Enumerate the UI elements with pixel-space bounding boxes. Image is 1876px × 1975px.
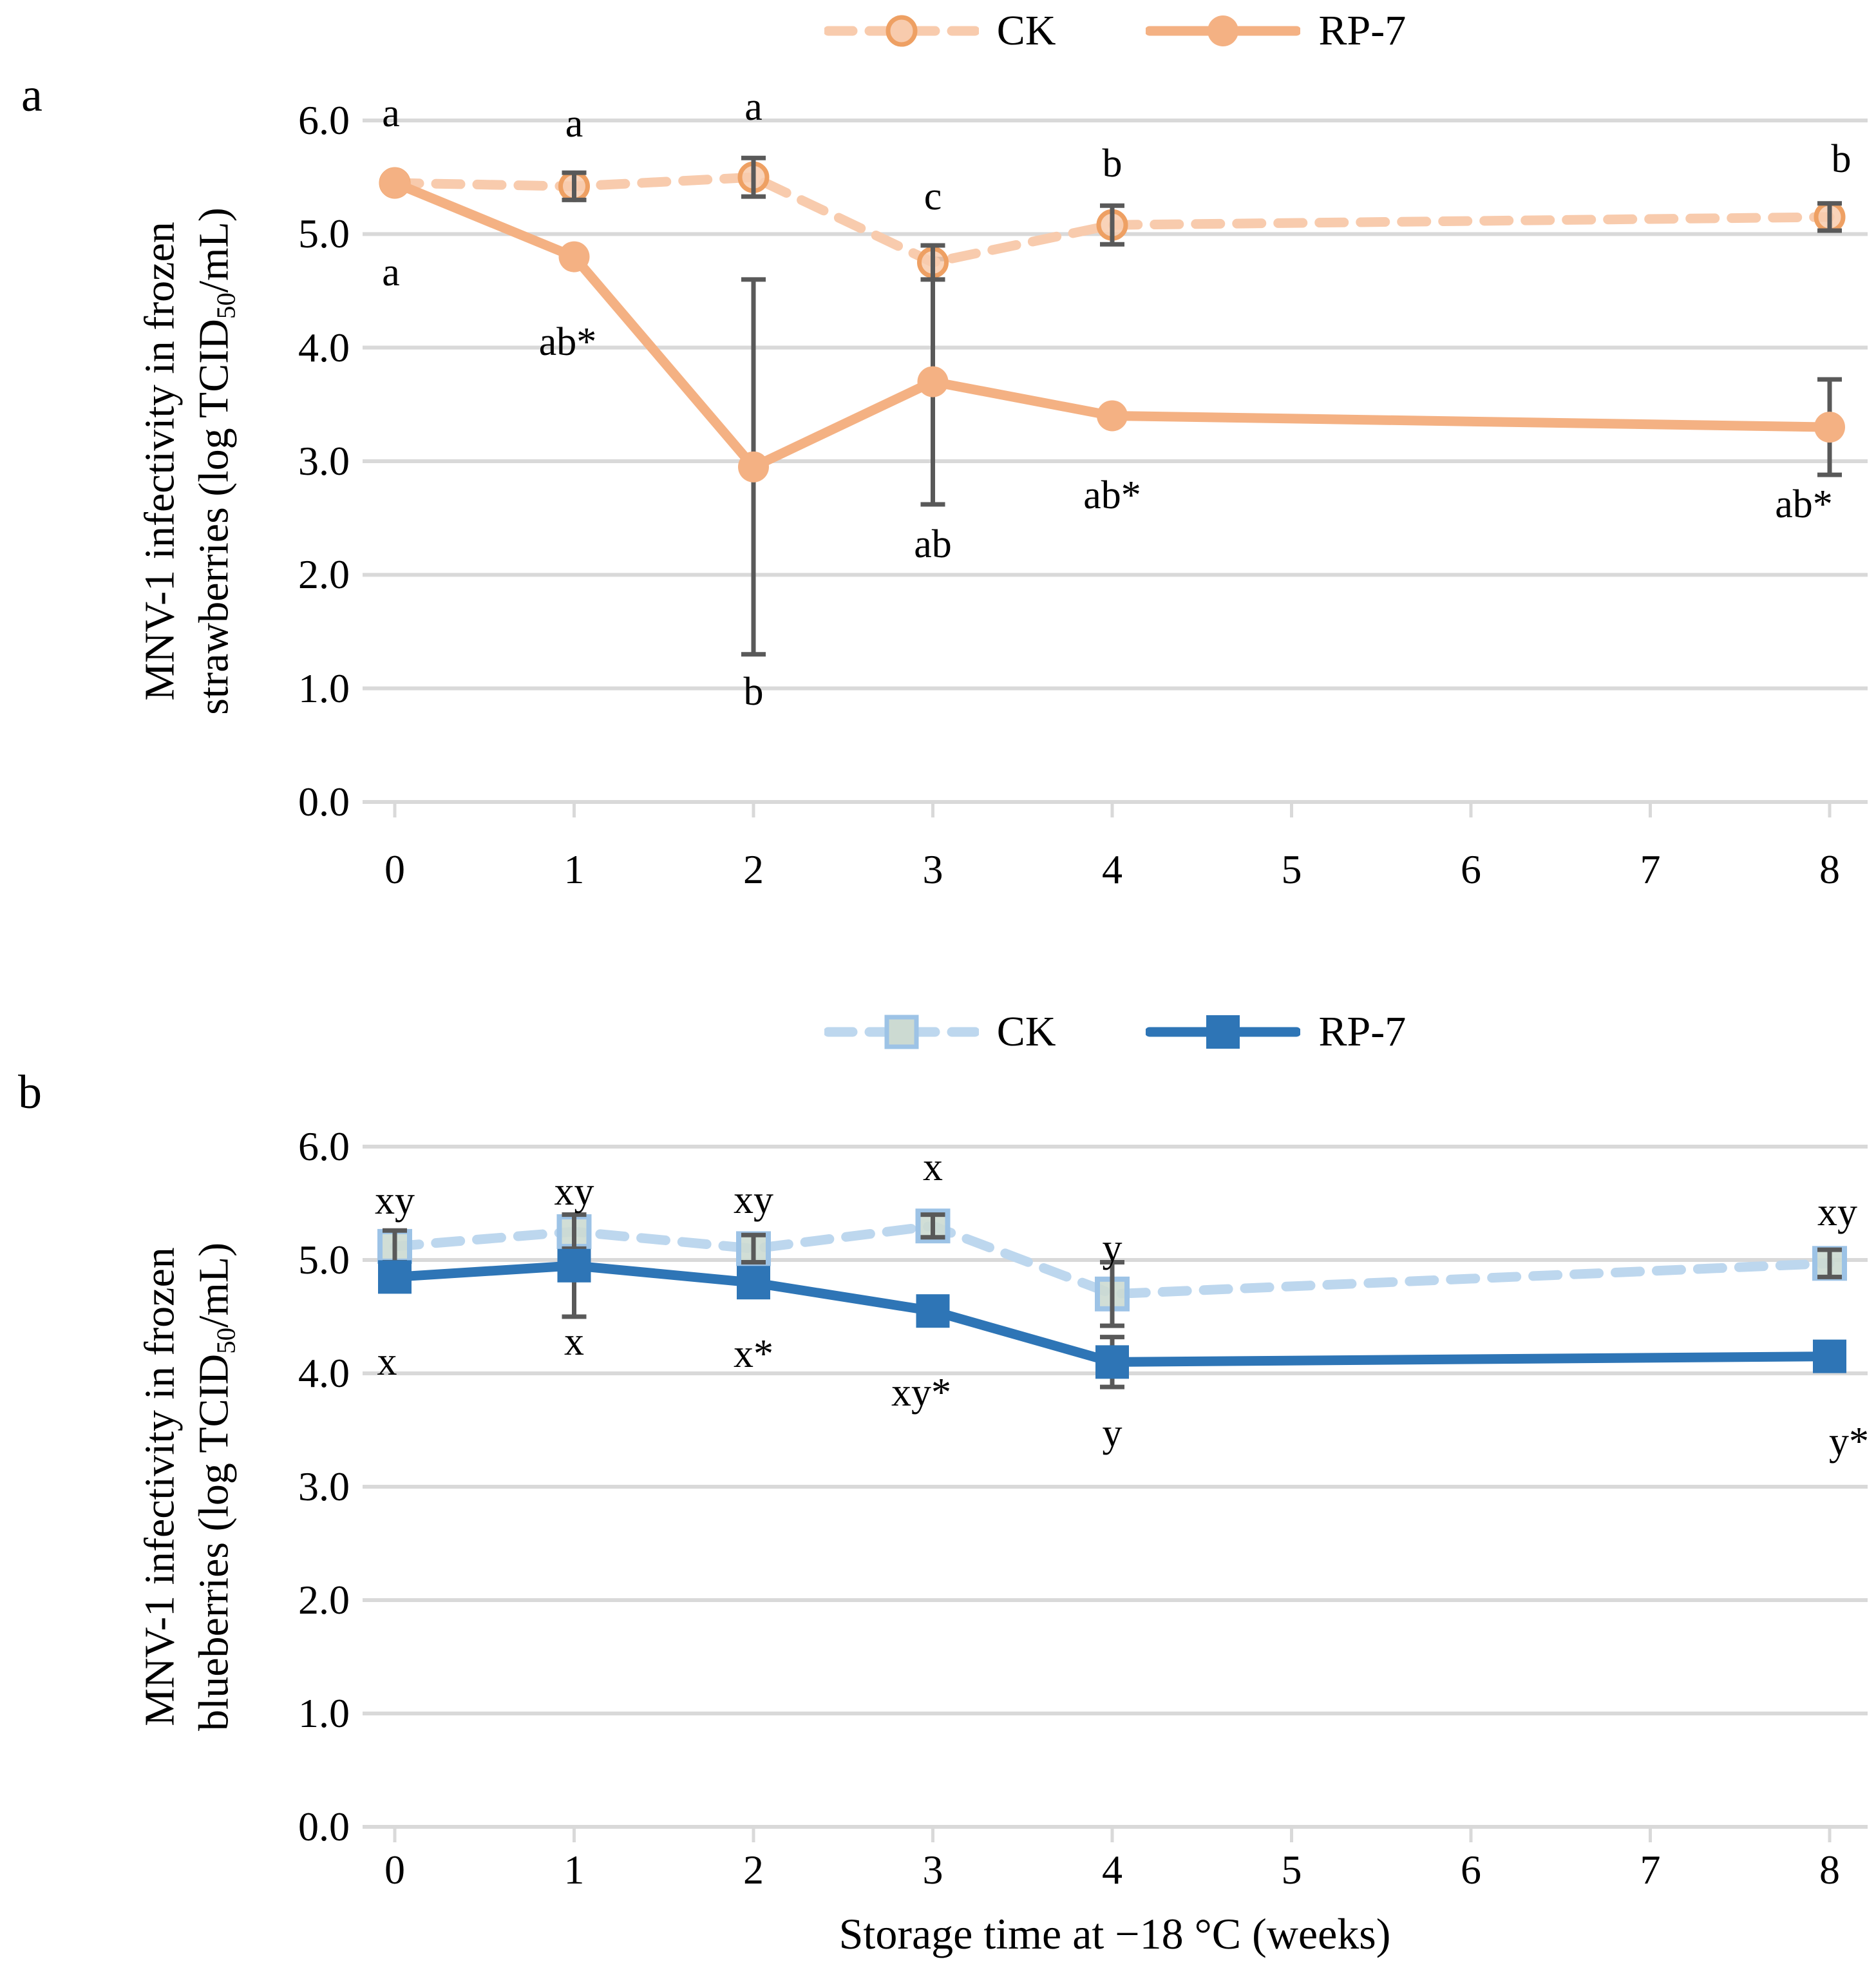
y-axis-tick-label: 3.0: [298, 1464, 350, 1509]
legend-label-ck: CK: [996, 1008, 1056, 1055]
point-label: x: [923, 1145, 943, 1189]
x-axis-tick-label: 0: [384, 846, 405, 892]
point-label: b: [743, 669, 764, 714]
x-axis-tick-label: 7: [1640, 1847, 1661, 1893]
x-axis-tick-label: 2: [743, 1847, 764, 1893]
point-label: y: [1102, 1411, 1123, 1456]
rp7-line-sample-icon: [1146, 15, 1301, 46]
legend-item-rp7-a: RP-7: [1146, 8, 1406, 54]
x-axis-tick-label: 4: [1102, 846, 1123, 892]
y-axis-tick-label: 2.0: [298, 1577, 350, 1623]
point-label: xy: [375, 1179, 415, 1223]
point-label: ab: [914, 522, 952, 566]
legend-a: CK RP-7: [363, 8, 1868, 54]
y-axis-tick-label: 1.0: [298, 1690, 350, 1736]
x-axis-tick-label: 8: [1819, 846, 1840, 892]
y-axis-tick-label: 6.0: [298, 1123, 350, 1169]
x-axis-tick-label: 5: [1281, 1847, 1302, 1893]
point-label: x*: [734, 1332, 773, 1377]
point-label: a: [565, 102, 583, 146]
y-axis-tick-label: 0.0: [298, 779, 350, 825]
y-axis-tick-label: 4.0: [298, 324, 350, 370]
point-label: xy*: [891, 1370, 951, 1415]
legend-b: CK RP-7: [363, 1009, 1868, 1055]
point-label: xy: [554, 1170, 594, 1214]
y-axis-title-a: MNV-1 infectivity in frozen strawberries…: [136, 207, 241, 715]
x-axis-tick-label: 3: [922, 1847, 943, 1893]
point-label: xy: [1817, 1190, 1857, 1235]
y-axis-tick-label: 3.0: [298, 438, 350, 484]
x-axis-tick-label: 6: [1461, 1847, 1481, 1893]
x-axis-title: Storage time at −18 °C (weeks): [839, 1909, 1391, 1958]
legend-label-rp7: RP-7: [1318, 7, 1407, 54]
y-axis-tick-label: 5.0: [298, 1237, 350, 1283]
point-label: a: [382, 91, 400, 136]
x-axis-tick-label: 8: [1819, 1847, 1840, 1893]
y-axis-tick-label: 6.0: [298, 97, 350, 143]
point-label: y: [1102, 1226, 1123, 1271]
legend-label-ck: CK: [996, 7, 1056, 54]
x-axis-tick-label: 1: [564, 846, 585, 892]
y-axis-tick-label: 0.0: [298, 1804, 350, 1849]
y-axis-title-b: MNV-1 infectivity in frozen blueberries …: [136, 1242, 241, 1732]
x-axis-tick-label: 4: [1102, 1847, 1123, 1893]
point-label: xy: [734, 1178, 773, 1222]
point-label: b: [1831, 137, 1852, 181]
point-label: a: [382, 251, 400, 295]
x-axis-tick-label: 5: [1281, 846, 1302, 892]
x-axis-tick-label: 3: [922, 846, 943, 892]
ck-line-sample-icon: [824, 1015, 979, 1049]
point-label: ab*: [1083, 473, 1141, 517]
y-axis-tick-label: 2.0: [298, 551, 350, 598]
y-axis-tick-label: 5.0: [298, 211, 350, 257]
y-axis-tick-label: 1.0: [298, 665, 350, 711]
point-label: ab*: [1775, 482, 1833, 526]
x-axis-tick-label: 7: [1640, 846, 1661, 892]
x-axis-tick-label: 6: [1461, 846, 1481, 892]
x-axis-tick-label: 0: [384, 1847, 405, 1893]
point-label: y*: [1829, 1419, 1869, 1464]
x-axis-tick-label: 1: [564, 1847, 585, 1893]
x-axis-tick-label: 2: [743, 846, 764, 892]
point-label: x: [564, 1319, 584, 1364]
legend-item-ck-b: CK: [824, 1009, 1056, 1055]
rp7-line-sample-icon: [1146, 1015, 1301, 1049]
panel-b-letter: b: [18, 1066, 42, 1119]
legend-label-rp7: RP-7: [1318, 1008, 1407, 1055]
legend-item-ck-a: CK: [824, 8, 1056, 54]
point-label: c: [924, 175, 942, 219]
y-axis-tick-label: 4.0: [298, 1350, 350, 1396]
point-label: b: [1102, 142, 1123, 186]
point-label: x: [377, 1340, 397, 1384]
legend-item-rp7-b: RP-7: [1146, 1009, 1406, 1055]
point-label: ab*: [538, 320, 597, 364]
point-label: a: [744, 84, 763, 129]
panel-a-letter: a: [21, 69, 43, 122]
ck-line-sample-icon: [824, 15, 979, 47]
